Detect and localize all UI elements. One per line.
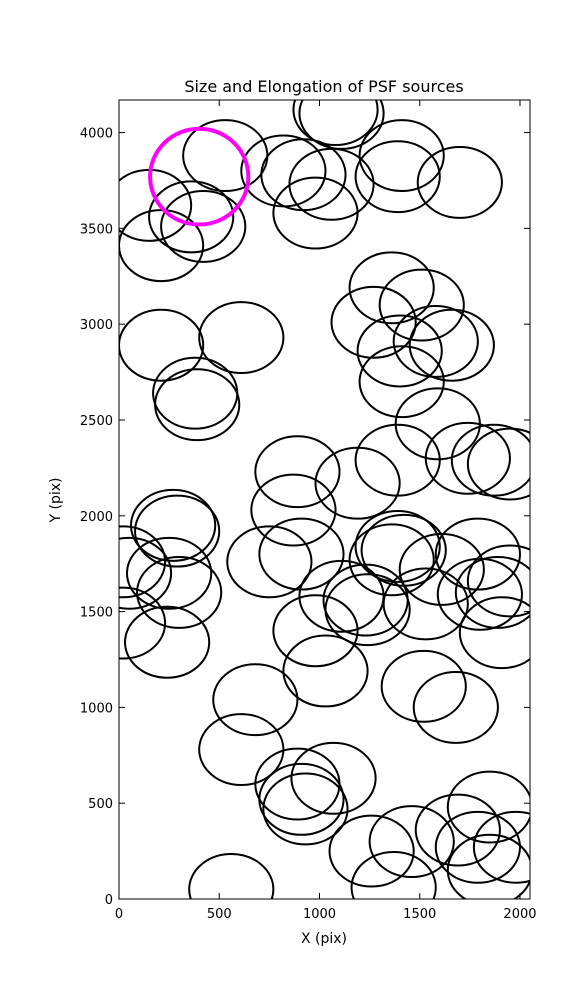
psf-ellipse	[368, 805, 455, 878]
psf-ellipse	[434, 517, 521, 591]
psf-ellipse	[314, 446, 401, 520]
psf-ellipse	[298, 559, 385, 633]
psf-ellipse	[119, 536, 173, 610]
y-tick-label: 2000	[80, 510, 113, 525]
chart-title: Size and Elongation of PSF sources	[184, 77, 463, 96]
psf-ellipse	[328, 814, 415, 888]
plot-area	[119, 100, 530, 899]
y-tick-label: 4000	[80, 127, 113, 142]
psf-ellipse	[434, 810, 521, 884]
psf-ellipse	[254, 435, 341, 509]
y-tick-label: 1500	[80, 606, 113, 621]
psf-ellipse	[260, 138, 347, 212]
psf-ellipse	[350, 851, 437, 899]
psf-ellipse	[188, 852, 275, 899]
y-tick-label: 3500	[80, 222, 113, 237]
psf-ellipse	[466, 544, 530, 618]
psf-ellipse	[348, 523, 435, 597]
psf-ellipse	[358, 345, 445, 419]
psf-ellipse	[358, 119, 445, 193]
psf-ellipse	[348, 251, 435, 325]
psf-ellipse	[354, 140, 441, 214]
psf-ellipse	[119, 308, 205, 382]
psf-ellipse	[458, 596, 530, 670]
psf-ellipse	[446, 770, 530, 844]
x-tick-label: 0	[115, 907, 123, 922]
psf-ellipse	[160, 190, 247, 263]
psf-ellipse	[130, 488, 217, 562]
psf-ellipse	[136, 555, 223, 629]
psf-ellipse	[258, 762, 345, 836]
psf-ellipse	[454, 555, 530, 629]
psf-ellipse	[330, 285, 417, 359]
x-tick-label: 1000	[303, 907, 336, 922]
psf-ellipse	[119, 586, 167, 660]
psf-ellipse	[134, 494, 221, 568]
psf-ellipse	[290, 741, 377, 815]
psf-ellipse	[398, 532, 485, 606]
psf-ellipse	[424, 421, 511, 495]
psf-ellipse	[446, 833, 530, 899]
x-tick-label: 500	[207, 907, 232, 922]
y-tick-label: 500	[88, 797, 113, 812]
psf-ellipse	[292, 100, 379, 147]
psf-ellipse	[240, 134, 327, 208]
psf-ellipse	[354, 509, 441, 583]
x-tick-label: 1500	[403, 907, 436, 922]
y-tick-label: 3000	[80, 318, 113, 333]
psf-ellipse	[282, 634, 369, 708]
psf-ellipse	[378, 268, 465, 342]
psf-ellipse	[154, 368, 241, 442]
psf-ellipse	[272, 176, 359, 250]
psf-ellipse	[414, 793, 501, 867]
plot-frame	[118, 99, 531, 900]
psf-ellipse	[408, 308, 495, 382]
psf-ellipse	[272, 594, 359, 668]
psf-ellipse	[258, 517, 345, 591]
psf-ellipse	[416, 145, 503, 219]
psf-ellipse	[436, 557, 523, 631]
psf-ellipse	[250, 473, 337, 547]
y-tick-label: 1000	[80, 701, 113, 716]
psf-ellipse	[380, 649, 467, 723]
psf-ellipse	[119, 209, 205, 283]
psf-ellipse	[226, 525, 313, 599]
psf-ellipse	[124, 605, 211, 679]
psf-ellipse	[392, 304, 479, 378]
y-tick-label: 0	[105, 893, 113, 908]
psf-ellipse	[119, 525, 167, 599]
psf-ellipse	[450, 423, 530, 497]
psf-ellipse	[356, 314, 443, 388]
psf-ellipse	[126, 536, 213, 610]
psf-ellipse	[262, 772, 349, 846]
psf-ellipse	[148, 180, 235, 254]
x-axis-label: X (pix)	[301, 931, 347, 947]
y-tick-label: 2500	[80, 414, 113, 429]
psf-ellipse	[472, 810, 530, 884]
psf-ellipse	[466, 427, 530, 501]
psf-ellipse	[148, 126, 251, 227]
psf-ellipse	[212, 663, 299, 737]
psf-ellipse	[198, 301, 285, 375]
y-axis-label: Y (pix)	[48, 478, 64, 524]
psf-ellipse	[324, 573, 411, 647]
psf-ellipse	[412, 670, 499, 744]
x-tick-label: 2000	[503, 907, 536, 922]
